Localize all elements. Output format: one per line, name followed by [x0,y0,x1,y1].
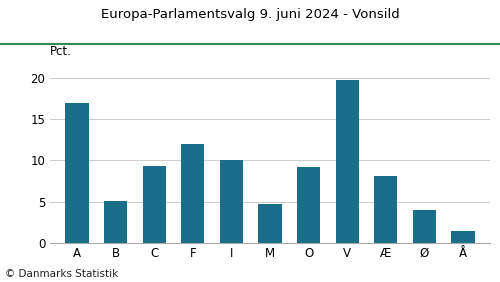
Bar [142,166,166,243]
Text: Europa-Parlamentsvalg 9. juni 2024 - Vonsild: Europa-Parlamentsvalg 9. juni 2024 - Von… [100,8,400,21]
Bar [104,201,127,243]
Bar [452,231,474,243]
Text: © Danmarks Statistik: © Danmarks Statistik [5,269,118,279]
Bar [413,210,436,243]
Bar [297,167,320,243]
Text: Pct.: Pct. [50,45,72,58]
Bar [220,160,243,243]
Bar [66,103,88,243]
Bar [336,80,359,243]
Bar [374,176,398,243]
Bar [258,204,281,243]
Bar [181,144,204,243]
